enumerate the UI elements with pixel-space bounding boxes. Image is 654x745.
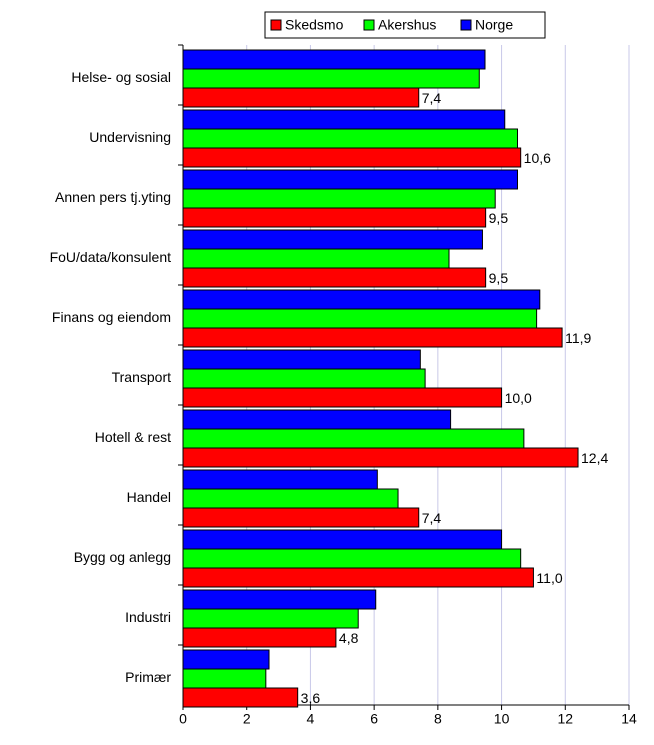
y-tick-label: Undervisning xyxy=(89,129,171,145)
bar xyxy=(182,248,450,269)
y-tick-label: FoU/data/konsulent xyxy=(50,249,172,265)
bar xyxy=(182,229,483,250)
bar xyxy=(182,608,359,629)
bar xyxy=(182,687,299,708)
bar xyxy=(182,668,267,689)
bar xyxy=(182,188,496,209)
data-label: 10,0 xyxy=(505,390,532,406)
y-tick-label: Bygg og anlegg xyxy=(74,549,171,565)
data-label: 9,5 xyxy=(489,270,509,286)
bar xyxy=(182,507,420,528)
data-label: 3,6 xyxy=(301,690,321,706)
legend-swatch xyxy=(270,19,282,31)
bar xyxy=(182,428,525,449)
bar xyxy=(182,488,399,509)
bar xyxy=(182,49,486,70)
bar xyxy=(182,349,421,370)
bar xyxy=(182,68,480,89)
y-tick-label: Helse- og sosial xyxy=(71,69,171,85)
bar xyxy=(182,289,541,310)
data-label: 4,8 xyxy=(339,630,359,646)
data-label: 10,6 xyxy=(524,150,551,166)
x-tick-label: 14 xyxy=(621,711,637,727)
bar xyxy=(182,169,518,190)
x-tick-label: 12 xyxy=(557,711,573,727)
y-tick-label: Industri xyxy=(125,609,171,625)
data-label: 12,4 xyxy=(581,450,608,466)
bar xyxy=(182,128,518,149)
y-tick-label: Finans og eiendom xyxy=(52,309,171,325)
legend-swatch xyxy=(363,19,375,31)
y-tick-label: Annen pers tj.yting xyxy=(55,189,171,205)
bar xyxy=(182,529,503,550)
x-tick-label: 2 xyxy=(243,711,251,727)
bar xyxy=(182,87,420,108)
x-tick-label: 8 xyxy=(434,711,442,727)
legend-label: Akershus xyxy=(378,17,436,33)
bar xyxy=(182,109,506,130)
bar xyxy=(182,387,503,408)
y-tick-label: Transport xyxy=(112,369,172,385)
y-tick-label: Primær xyxy=(125,669,171,685)
bar xyxy=(182,627,337,648)
bar xyxy=(182,589,377,610)
bar xyxy=(182,327,563,348)
legend-swatch xyxy=(460,19,472,31)
x-tick-label: 4 xyxy=(307,711,315,727)
x-tick-label: 0 xyxy=(179,711,187,727)
legend-label: Skedsmo xyxy=(285,17,344,33)
data-label: 11,9 xyxy=(565,330,591,346)
data-label: 7,4 xyxy=(422,510,442,526)
bar xyxy=(182,409,452,430)
y-tick-label: Handel xyxy=(127,489,171,505)
legend-label: Norge xyxy=(475,17,513,33)
bar xyxy=(182,548,522,569)
bar xyxy=(182,308,538,329)
bar xyxy=(182,649,270,670)
bar xyxy=(182,368,426,389)
y-tick-label: Hotell & rest xyxy=(95,429,171,445)
x-tick-label: 6 xyxy=(370,711,378,727)
bar xyxy=(182,447,579,468)
x-tick-label: 10 xyxy=(494,711,510,727)
bar xyxy=(182,567,534,588)
bar xyxy=(182,207,487,228)
bar xyxy=(182,469,378,490)
data-label: 7,4 xyxy=(422,90,442,106)
data-label: 9,5 xyxy=(489,210,509,226)
bar xyxy=(182,267,487,288)
data-label: 11,0 xyxy=(536,570,562,586)
bar xyxy=(182,147,522,168)
legend-box xyxy=(264,11,546,39)
